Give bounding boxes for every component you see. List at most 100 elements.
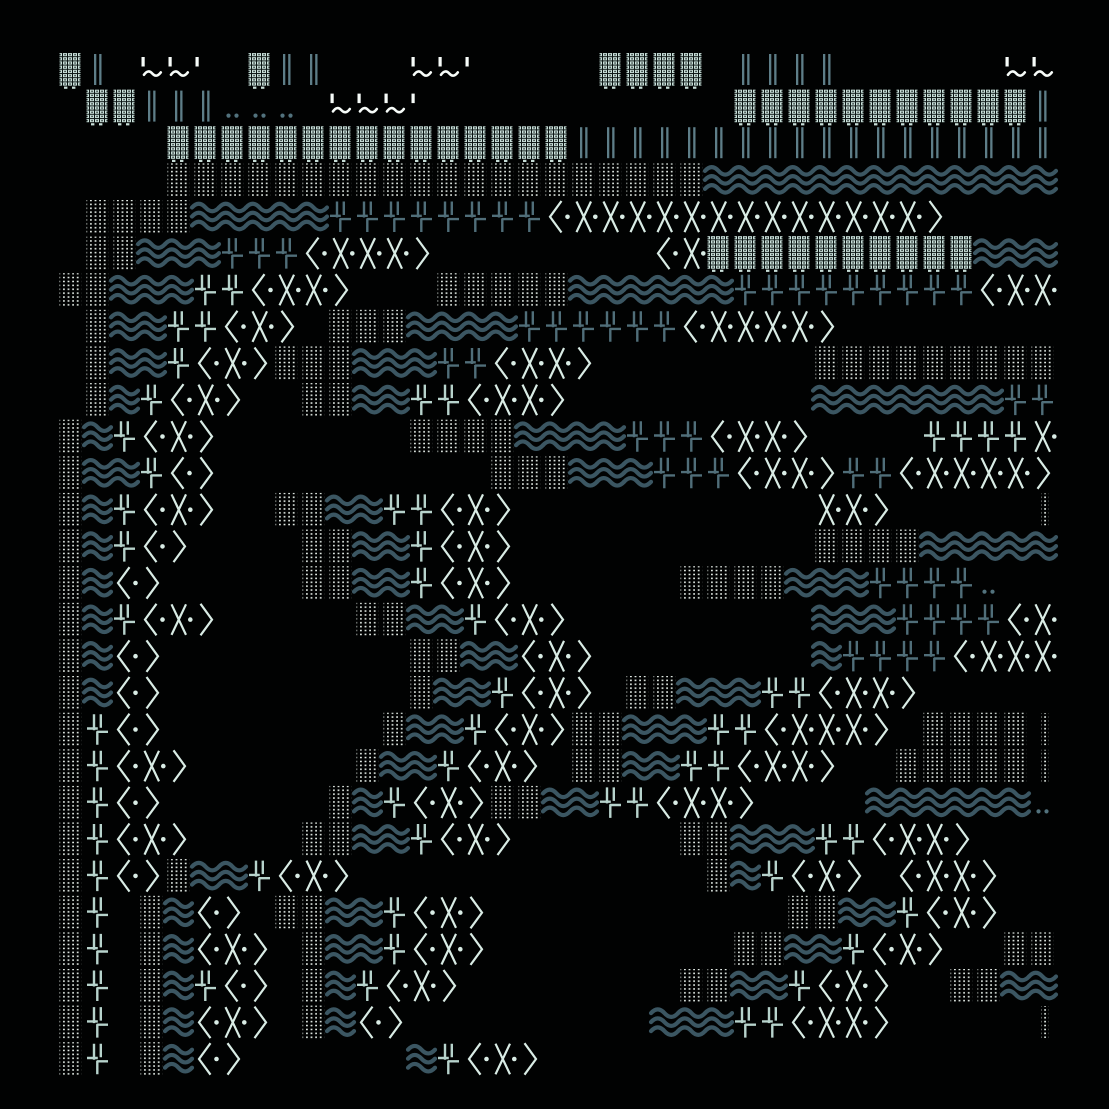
tile-glitch-cross-light [708,750,729,782]
tile-knit-block [923,89,945,126]
tile-triple-wave [81,494,114,525]
tile-glitch-cross-dark [870,640,891,672]
tile-x-glyph-dot [845,1006,868,1039]
tile-left-angle-dot [1007,603,1029,636]
tile-glitch-cross-dark [411,201,432,232]
tile-sparse-dot-block [410,419,433,453]
tile-triple-wave [459,677,492,708]
tile-x-glyph-dot [197,384,220,416]
tile-x-glyph-dot [1034,603,1057,636]
tile-x-glyph-dot [467,567,490,599]
tile-right-angle [1036,456,1051,490]
tile-right-angle [928,200,943,234]
tile-sparse-dot-block [545,456,568,490]
tile-sparse-dot-block [86,346,109,380]
tile-sparse-dot-block [383,309,406,343]
tile-glitch-cross-dark [897,640,918,672]
tile-glitch-cross-dark [897,604,918,635]
tile-sparse-dot-block [599,749,622,783]
tile-left-angle-dot [116,713,138,746]
tile-right-angle [442,969,457,1003]
tile-right-angle [388,1005,403,1039]
tile-right-angle [280,310,295,343]
tile-sparse-dot-block [896,749,919,783]
tile-right-angle [253,932,268,966]
tile-left-angle-dot [494,603,516,636]
tile-tick-tilde [1005,57,1027,77]
tile-x-glyph-dot [845,970,868,1002]
tile-sparse-dot-block [977,969,1000,1002]
tile-knit-block [815,236,837,272]
tile-sparse-dot-block [302,932,325,966]
tile-triple-wave [405,311,438,342]
tile-sparse-dot-block [86,309,109,343]
tile-x-glyph-dot [845,713,868,746]
tile-sparse-dot-block [113,236,136,270]
tile-glitch-cross-light [87,750,108,782]
tile-x-glyph-dot [386,237,409,270]
tile-left-angle-dot [116,859,138,893]
tile-double-bars [904,127,912,159]
tile-tick-tilde [438,57,460,77]
tile-triple-wave [324,897,357,928]
tile-double-bars [823,54,831,85]
tile-glitch-cross-light [816,824,837,855]
tile-glitch-cross-light [114,531,135,562]
tile-triple-wave [81,677,114,708]
tile-triple-wave [567,421,600,452]
tile-glitch-cross-dark [654,311,675,342]
tile-triple-wave [1026,165,1059,195]
tile-sparse-dot-block [59,969,82,1002]
tile-glitch-cross-light [789,970,810,1001]
tile-right-angle [199,456,214,490]
tile-left-angle-dot [278,859,300,893]
tile-left-angle-dot [251,273,273,307]
tile-sparse-dot-block [707,822,730,856]
tile-sparse-dot-block [356,749,379,783]
tile-glitch-cross-light [87,824,108,855]
tile-triple-wave [891,165,924,195]
tile-sparse-dot-block [707,969,730,1002]
tile-triple-wave [162,897,195,928]
tile-sparse-dot-block [680,163,703,197]
tile-x-glyph-dot [629,201,652,233]
tile-x-glyph-dot [251,310,274,343]
tile-glitch-cross-dark [1032,384,1053,416]
tile-triple-wave [567,457,600,488]
tile-sparse-dot-block [275,492,298,526]
tile-triple-wave [108,348,141,378]
tile-triple-wave [675,677,708,708]
tile-left-angle-dot [143,493,165,527]
tile-glitch-cross-dark [843,640,864,672]
tile-knit-block [734,89,756,126]
tile-sparse-dot-block [464,419,487,453]
tile-x-glyph-dot [467,530,490,563]
tile-left-angle-dot [116,786,138,820]
tile-right-angle [469,896,484,929]
tile-x-glyph-dot [683,237,706,270]
tile-triple-wave [702,1007,735,1037]
tile-sparse-dot-block [734,932,757,966]
tile-right-angle [820,310,835,343]
tile-x-glyph-dot [764,201,787,233]
tile-triple-wave [540,787,573,818]
tile-sparse-dot-block [545,163,568,197]
tile-triple-wave [135,238,168,268]
tile-x-glyph-dot [278,274,301,306]
tile-triple-wave [81,604,114,635]
tile-x-glyph-dot [953,896,976,929]
tile-triple-wave [918,787,951,818]
tile-glitch-cross-light [384,897,405,928]
tile-sparse-dot-block [464,273,487,307]
tile-triple-wave [459,311,492,342]
tile-sparse-dot-block [977,346,1000,380]
tile-glitch-cross-dark [951,567,972,599]
tile-triple-wave [621,274,654,305]
tile-sparse-dot-block [221,163,244,197]
tile-x-glyph-dot [899,201,922,233]
tile-glitch-cross-dark [654,421,675,452]
tile-triple-wave [972,165,1005,195]
tile-dot-sliver [1041,1006,1049,1039]
tile-triple-wave [675,714,708,745]
tile-double-bars [742,127,750,159]
